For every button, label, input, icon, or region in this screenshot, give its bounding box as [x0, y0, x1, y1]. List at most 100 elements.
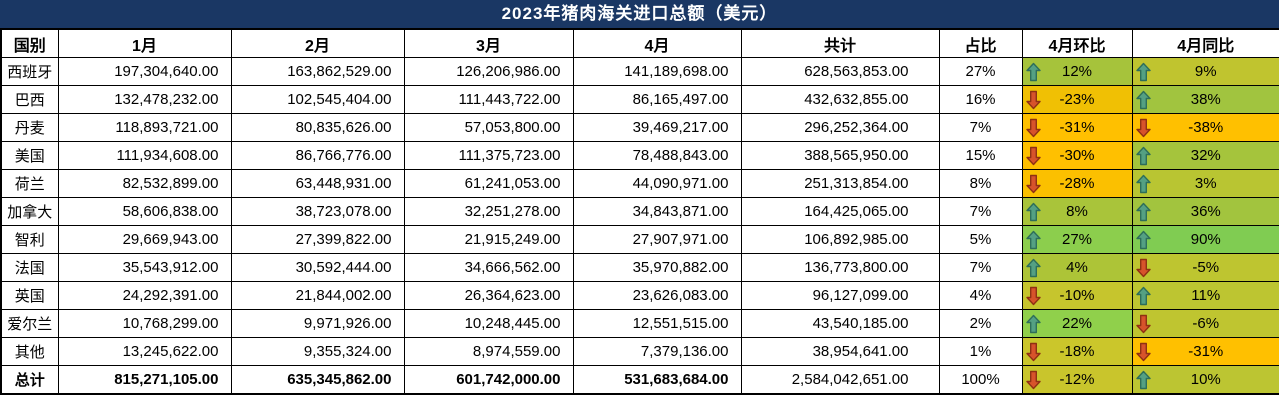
column-header-country[interactable]: 国别 — [0, 28, 59, 58]
value-cell-m1[interactable]: 132,478,232.00 — [57, 85, 232, 114]
value-cell-m2[interactable]: 21,844,002.00 — [230, 281, 405, 310]
column-header-total[interactable]: 共计 — [740, 28, 940, 58]
total-cell[interactable]: 251,313,854.00 — [740, 169, 940, 198]
yoy-cell[interactable]: -5% — [1131, 253, 1279, 282]
country-cell[interactable]: 巴西 — [0, 85, 59, 114]
column-header-m4[interactable]: 4月 — [572, 28, 742, 58]
country-cell[interactable]: 英国 — [0, 281, 59, 310]
value-cell-m4[interactable]: 39,469,217.00 — [572, 113, 742, 142]
country-cell[interactable]: 丹麦 — [0, 113, 59, 142]
yoy-cell[interactable]: 9% — [1131, 57, 1279, 86]
column-header-m3[interactable]: 3月 — [403, 28, 574, 58]
total-cell[interactable]: 628,563,853.00 — [740, 57, 940, 86]
yoy-cell[interactable]: 36% — [1131, 197, 1279, 226]
share-cell[interactable]: 4% — [938, 281, 1023, 310]
share-cell[interactable]: 27% — [938, 57, 1023, 86]
value-cell-m3[interactable]: 34,666,562.00 — [403, 253, 574, 282]
value-cell-m3[interactable]: 21,915,249.00 — [403, 225, 574, 254]
value-cell-m3[interactable]: 26,364,623.00 — [403, 281, 574, 310]
value-cell-m4[interactable]: 44,090,971.00 — [572, 169, 742, 198]
country-cell[interactable]: 加拿大 — [0, 197, 59, 226]
value-cell-m2[interactable]: 38,723,078.00 — [230, 197, 405, 226]
mom-cell[interactable]: -12% — [1021, 365, 1133, 395]
total-cell[interactable]: 106,892,985.00 — [740, 225, 940, 254]
total-cell[interactable]: 38,954,641.00 — [740, 337, 940, 366]
country-cell[interactable]: 总计 — [0, 365, 59, 395]
value-cell-m4[interactable]: 35,970,882.00 — [572, 253, 742, 282]
value-cell-m3[interactable]: 601,742,000.00 — [403, 365, 574, 395]
yoy-cell[interactable]: 3% — [1131, 169, 1279, 198]
value-cell-m3[interactable]: 8,974,559.00 — [403, 337, 574, 366]
country-cell[interactable]: 爱尔兰 — [0, 309, 59, 338]
value-cell-m3[interactable]: 61,241,053.00 — [403, 169, 574, 198]
column-header-yoy[interactable]: 4月同比 — [1131, 28, 1279, 58]
value-cell-m1[interactable]: 24,292,391.00 — [57, 281, 232, 310]
total-cell[interactable]: 432,632,855.00 — [740, 85, 940, 114]
value-cell-m3[interactable]: 111,443,722.00 — [403, 85, 574, 114]
value-cell-m4[interactable]: 86,165,497.00 — [572, 85, 742, 114]
value-cell-m1[interactable]: 111,934,608.00 — [57, 141, 232, 170]
yoy-cell[interactable]: 90% — [1131, 225, 1279, 254]
column-header-m2[interactable]: 2月 — [230, 28, 405, 58]
yoy-cell[interactable]: 10% — [1131, 365, 1279, 395]
yoy-cell[interactable]: -31% — [1131, 337, 1279, 366]
total-cell[interactable]: 2,584,042,651.00 — [740, 365, 940, 395]
total-cell[interactable]: 296,252,364.00 — [740, 113, 940, 142]
mom-cell[interactable]: -23% — [1021, 85, 1133, 114]
share-cell[interactable]: 15% — [938, 141, 1023, 170]
value-cell-m4[interactable]: 34,843,871.00 — [572, 197, 742, 226]
mom-cell[interactable]: 8% — [1021, 197, 1133, 226]
country-cell[interactable]: 荷兰 — [0, 169, 59, 198]
mom-cell[interactable]: 12% — [1021, 57, 1133, 86]
total-cell[interactable]: 388,565,950.00 — [740, 141, 940, 170]
value-cell-m2[interactable]: 63,448,931.00 — [230, 169, 405, 198]
total-cell[interactable]: 136,773,800.00 — [740, 253, 940, 282]
value-cell-m1[interactable]: 35,543,912.00 — [57, 253, 232, 282]
total-cell[interactable]: 164,425,065.00 — [740, 197, 940, 226]
share-cell[interactable]: 2% — [938, 309, 1023, 338]
total-cell[interactable]: 96,127,099.00 — [740, 281, 940, 310]
share-cell[interactable]: 7% — [938, 197, 1023, 226]
mom-cell[interactable]: 4% — [1021, 253, 1133, 282]
yoy-cell[interactable]: -38% — [1131, 113, 1279, 142]
share-cell[interactable]: 1% — [938, 337, 1023, 366]
yoy-cell[interactable]: -6% — [1131, 309, 1279, 338]
value-cell-m2[interactable]: 9,355,324.00 — [230, 337, 405, 366]
value-cell-m3[interactable]: 10,248,445.00 — [403, 309, 574, 338]
column-header-m1[interactable]: 1月 — [57, 28, 232, 58]
value-cell-m2[interactable]: 86,766,776.00 — [230, 141, 405, 170]
value-cell-m1[interactable]: 815,271,105.00 — [57, 365, 232, 395]
share-cell[interactable]: 7% — [938, 113, 1023, 142]
mom-cell[interactable]: -31% — [1021, 113, 1133, 142]
value-cell-m2[interactable]: 163,862,529.00 — [230, 57, 405, 86]
country-cell[interactable]: 智利 — [0, 225, 59, 254]
value-cell-m3[interactable]: 57,053,800.00 — [403, 113, 574, 142]
column-header-share[interactable]: 占比 — [938, 28, 1023, 58]
value-cell-m1[interactable]: 82,532,899.00 — [57, 169, 232, 198]
value-cell-m2[interactable]: 102,545,404.00 — [230, 85, 405, 114]
value-cell-m1[interactable]: 197,304,640.00 — [57, 57, 232, 86]
share-cell[interactable]: 5% — [938, 225, 1023, 254]
mom-cell[interactable]: 27% — [1021, 225, 1133, 254]
mom-cell[interactable]: -18% — [1021, 337, 1133, 366]
mom-cell[interactable]: 22% — [1021, 309, 1133, 338]
total-cell[interactable]: 43,540,185.00 — [740, 309, 940, 338]
share-cell[interactable]: 8% — [938, 169, 1023, 198]
yoy-cell[interactable]: 11% — [1131, 281, 1279, 310]
value-cell-m2[interactable]: 30,592,444.00 — [230, 253, 405, 282]
value-cell-m4[interactable]: 7,379,136.00 — [572, 337, 742, 366]
mom-cell[interactable]: -30% — [1021, 141, 1133, 170]
value-cell-m1[interactable]: 118,893,721.00 — [57, 113, 232, 142]
value-cell-m2[interactable]: 80,835,626.00 — [230, 113, 405, 142]
value-cell-m4[interactable]: 78,488,843.00 — [572, 141, 742, 170]
country-cell[interactable]: 其他 — [0, 337, 59, 366]
yoy-cell[interactable]: 32% — [1131, 141, 1279, 170]
country-cell[interactable]: 美国 — [0, 141, 59, 170]
value-cell-m2[interactable]: 27,399,822.00 — [230, 225, 405, 254]
mom-cell[interactable]: -10% — [1021, 281, 1133, 310]
share-cell[interactable]: 100% — [938, 365, 1023, 395]
value-cell-m1[interactable]: 13,245,622.00 — [57, 337, 232, 366]
value-cell-m4[interactable]: 12,551,515.00 — [572, 309, 742, 338]
value-cell-m3[interactable]: 32,251,278.00 — [403, 197, 574, 226]
value-cell-m4[interactable]: 23,626,083.00 — [572, 281, 742, 310]
